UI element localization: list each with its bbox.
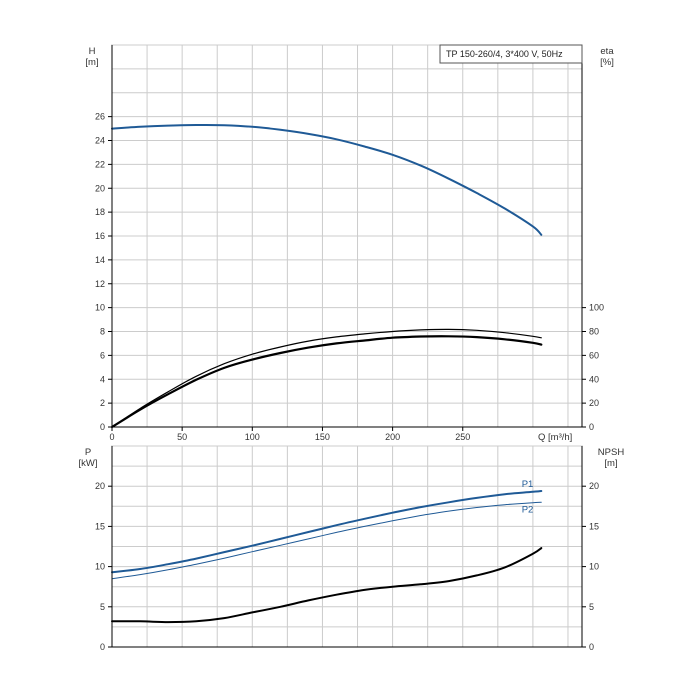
- top-left-axis-unit: [m]: [85, 57, 98, 68]
- left-tick-label: 20: [95, 481, 105, 491]
- x-tick-label: 250: [455, 432, 470, 442]
- title-box: [439, 44, 583, 64]
- left-tick-label: 5: [100, 602, 105, 612]
- right-tick-label: 10: [589, 562, 599, 572]
- efficiency-curve-bold: [110, 335, 543, 429]
- x-axis-ticks: 0 50 100 150 200 250: [109, 427, 470, 442]
- left-tick-label: 10: [95, 303, 105, 313]
- top-left-axis-label: H: [89, 46, 96, 57]
- left-tick-label: 20: [95, 183, 105, 193]
- left-tick-label: 12: [95, 279, 105, 289]
- x-tick-label: 0: [109, 432, 114, 442]
- x-axis-label: Q [m³/h]: [538, 432, 572, 443]
- chart-title: TP 150-260/4, 3*400 V, 50Hz: [446, 49, 563, 59]
- bottom-grid: [111, 445, 582, 648]
- left-tick-label: 26: [95, 112, 105, 122]
- x-tick-label: 100: [245, 432, 260, 442]
- right-tick-label: 15: [589, 521, 599, 531]
- left-tick-label: 14: [95, 255, 105, 265]
- left-tick-label: 0: [100, 642, 105, 652]
- left-tick-label: 4: [100, 374, 105, 384]
- top-right-ticks: 0 20 40 60 80 100: [582, 303, 604, 432]
- bottom-panel: P1 P2 0 5 10 15 20 0 5 10 15 20 P [kW] NPSH [m]: [79, 445, 625, 652]
- left-tick-label: 18: [95, 207, 105, 217]
- right-tick-label: 20: [589, 481, 599, 491]
- bottom-right-ticks: 0 5 10 15 20: [582, 481, 599, 652]
- series-label-p2: P2: [522, 504, 534, 515]
- head-curve: [111, 123, 543, 236]
- bottom-curves: P1 P2: [111, 479, 543, 624]
- left-tick-label: 6: [100, 350, 105, 360]
- top-curves: [110, 123, 543, 429]
- right-tick-label: 80: [589, 327, 599, 337]
- top-right-axis-unit: [%]: [600, 57, 614, 68]
- left-tick-label: 10: [95, 562, 105, 572]
- bottom-left-axis-label: P: [85, 447, 91, 458]
- x-tick-label: 150: [315, 432, 330, 442]
- right-tick-label: 60: [589, 350, 599, 360]
- power-p2-curve: [111, 501, 542, 580]
- bottom-right-axis-label: NPSH: [598, 447, 625, 458]
- right-tick-label: 0: [589, 642, 594, 652]
- left-tick-label: 24: [95, 136, 105, 146]
- top-right-axis-label: eta: [600, 46, 614, 57]
- left-tick-label: 0: [100, 422, 105, 432]
- right-tick-label: 5: [589, 602, 594, 612]
- power-p1-curve: [111, 490, 543, 574]
- series-label-p1: P1: [522, 479, 534, 490]
- bottom-left-axis-unit: [kW]: [79, 458, 98, 469]
- right-tick-label: 0: [589, 422, 594, 432]
- right-tick-label: 20: [589, 398, 599, 408]
- left-tick-label: 22: [95, 159, 105, 169]
- right-tick-label: 100: [589, 303, 604, 313]
- bottom-left-ticks: 0 5 10 15 20: [95, 481, 112, 652]
- x-tick-label: 200: [385, 432, 400, 442]
- bottom-right-axis-unit: [m]: [604, 458, 617, 469]
- npsh-curve: [111, 547, 543, 624]
- left-tick-label: 2: [100, 398, 105, 408]
- left-tick-label: 15: [95, 521, 105, 531]
- left-tick-label: 16: [95, 231, 105, 241]
- left-tick-label: 8: [100, 327, 105, 337]
- efficiency-curve-thin: [111, 328, 542, 428]
- right-tick-label: 40: [589, 374, 599, 384]
- x-tick-label: 50: [177, 432, 187, 442]
